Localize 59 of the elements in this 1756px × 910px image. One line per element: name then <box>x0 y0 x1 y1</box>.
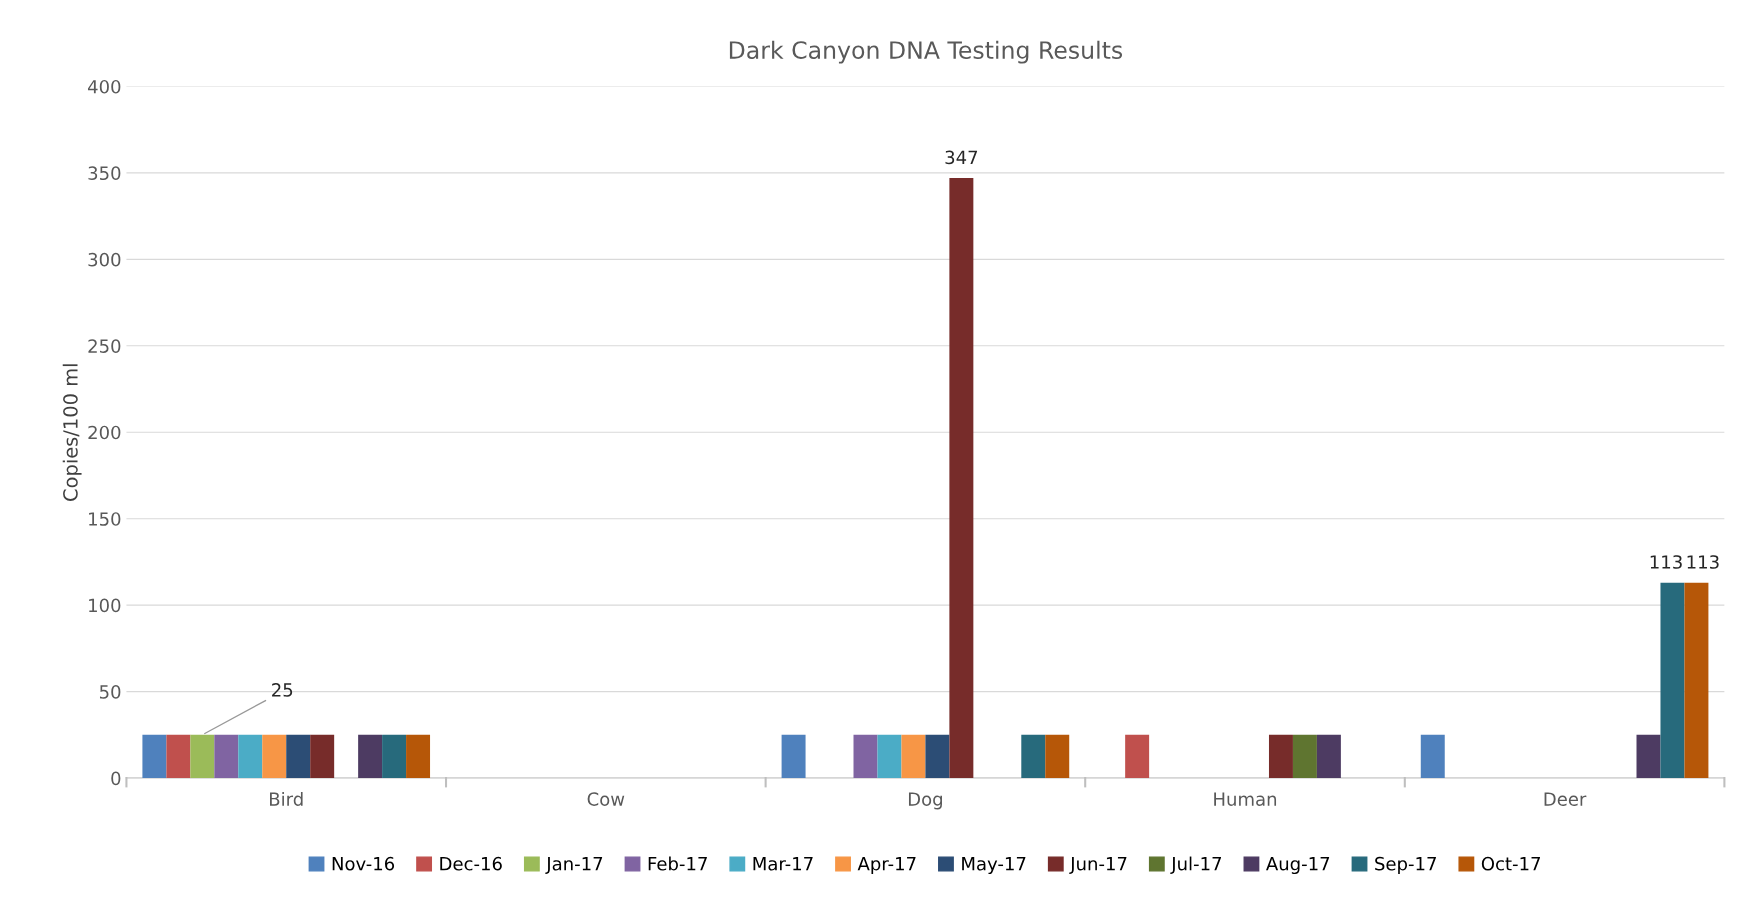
legend-label: Sep-17 <box>1375 856 1436 875</box>
legend-label: Dec-16 <box>440 856 502 871</box>
bar <box>1660 582 1685 779</box>
y-tick-label: 150 <box>89 512 121 526</box>
bar <box>238 734 263 779</box>
bar <box>877 734 902 779</box>
bar <box>1292 734 1317 779</box>
legend-label: Jun-17 <box>1069 857 1127 874</box>
bar <box>853 734 878 779</box>
legend-label: May-17 <box>962 857 1026 875</box>
x-tick-label: Dog <box>908 792 942 810</box>
y-axis-title: Copies/100 ml <box>62 364 82 501</box>
bar <box>262 734 287 779</box>
bar <box>949 178 974 779</box>
bar <box>1684 582 1709 779</box>
y-tick-label: 100 <box>89 598 121 613</box>
y-tick-label: 0 <box>111 771 121 786</box>
bar <box>214 734 239 779</box>
y-tick-label: 200 <box>88 425 121 440</box>
legend-label: Aug-17 <box>1266 857 1330 875</box>
bar <box>925 734 950 779</box>
bar <box>1316 734 1341 779</box>
bar <box>286 734 311 779</box>
bar <box>166 734 191 779</box>
bar <box>382 734 407 779</box>
legend-label: Mar-17 <box>753 857 813 871</box>
bar <box>1420 734 1445 779</box>
data-label: 113 <box>1687 555 1719 569</box>
bar <box>1125 734 1150 779</box>
bar <box>1268 734 1293 779</box>
bar <box>1045 734 1070 779</box>
legend-label: Apr-17 <box>857 857 916 875</box>
bar <box>406 734 431 779</box>
x-tick-label: Deer <box>1544 792 1587 806</box>
legend-label: Jul-17 <box>1170 856 1222 874</box>
legend-label: Oct-17 <box>1481 856 1540 871</box>
bar <box>358 734 383 779</box>
y-tick-label: 50 <box>99 685 121 699</box>
bar <box>781 734 806 779</box>
bar <box>310 734 335 779</box>
data-label: 113 <box>1650 555 1682 569</box>
bar <box>901 734 926 779</box>
y-tick-label: 400 <box>87 79 121 94</box>
y-tick-label: 250 <box>88 339 121 353</box>
legend-label: Jan-17 <box>545 857 603 874</box>
legend-label: Feb-17 <box>648 856 707 871</box>
bar <box>1021 734 1046 779</box>
y-tick-label: 300 <box>88 252 121 267</box>
bar <box>1636 734 1661 779</box>
x-tick-label: Bird <box>270 791 303 806</box>
data-label: 25 <box>272 683 293 697</box>
y-tick-label: 350 <box>88 166 121 181</box>
bar <box>190 734 215 779</box>
data-label: 347 <box>945 150 978 165</box>
x-tick-label: Cow <box>587 792 625 806</box>
legend-label: Nov-16 <box>332 856 395 871</box>
chart-title: Dark Canyon DNA Testing Results <box>729 40 1123 64</box>
x-tick-label: Human <box>1214 792 1277 806</box>
bar <box>142 734 167 779</box>
